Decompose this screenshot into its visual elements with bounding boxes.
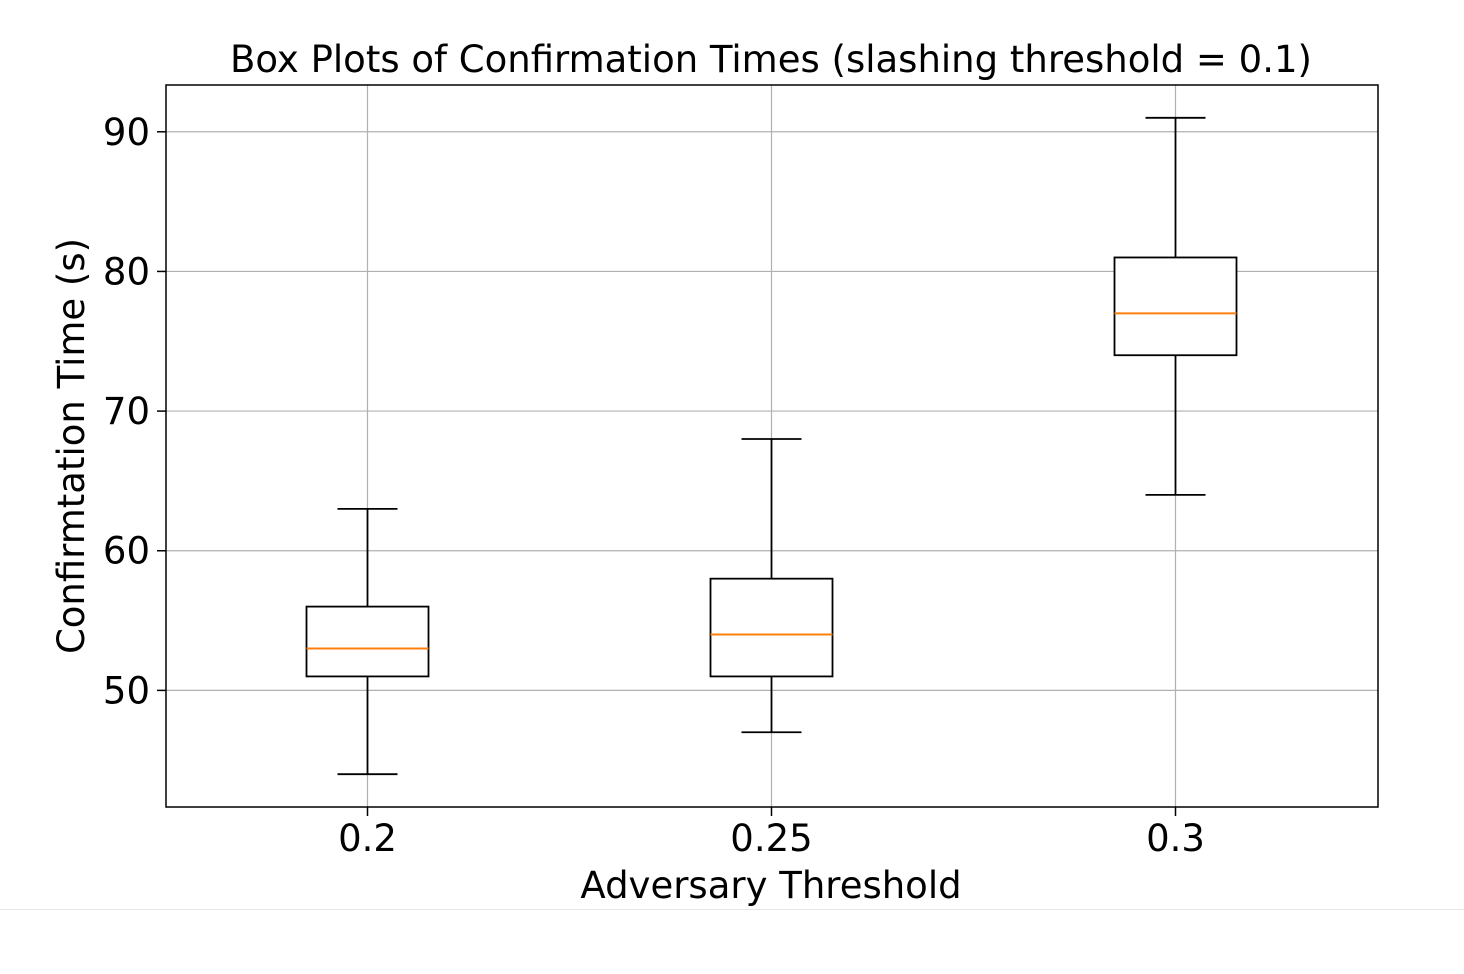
box-0.25 [709, 438, 834, 734]
boxes [305, 116, 1238, 776]
iqr-box [1113, 256, 1238, 357]
y-tick-label: 90 [103, 111, 150, 154]
y-tick-label: 60 [103, 530, 150, 573]
box-0.3 [1113, 116, 1238, 496]
x-axis-label: Adversary Threshold [580, 864, 961, 907]
y-axis-ticks: 50 60 70 80 90 [103, 111, 166, 712]
chart-title: Box Plots of Confirmation Times (slashin… [230, 38, 1312, 81]
x-tick-label: 0.25 [730, 817, 812, 860]
bottom-divider [0, 909, 1464, 910]
iqr-box [305, 605, 430, 678]
x-tick-label: 0.2 [338, 817, 397, 860]
x-axis-ticks: 0.2 0.25 0.3 [338, 807, 1205, 860]
y-tick-label: 70 [103, 390, 150, 433]
x-tick-label: 0.3 [1146, 817, 1205, 860]
y-tick-label: 50 [103, 669, 150, 712]
y-tick-label: 80 [103, 250, 150, 293]
y-axis-label: Confirmtation Time (s) [50, 238, 93, 654]
box-0.2 [305, 507, 430, 776]
iqr-box [709, 577, 834, 678]
